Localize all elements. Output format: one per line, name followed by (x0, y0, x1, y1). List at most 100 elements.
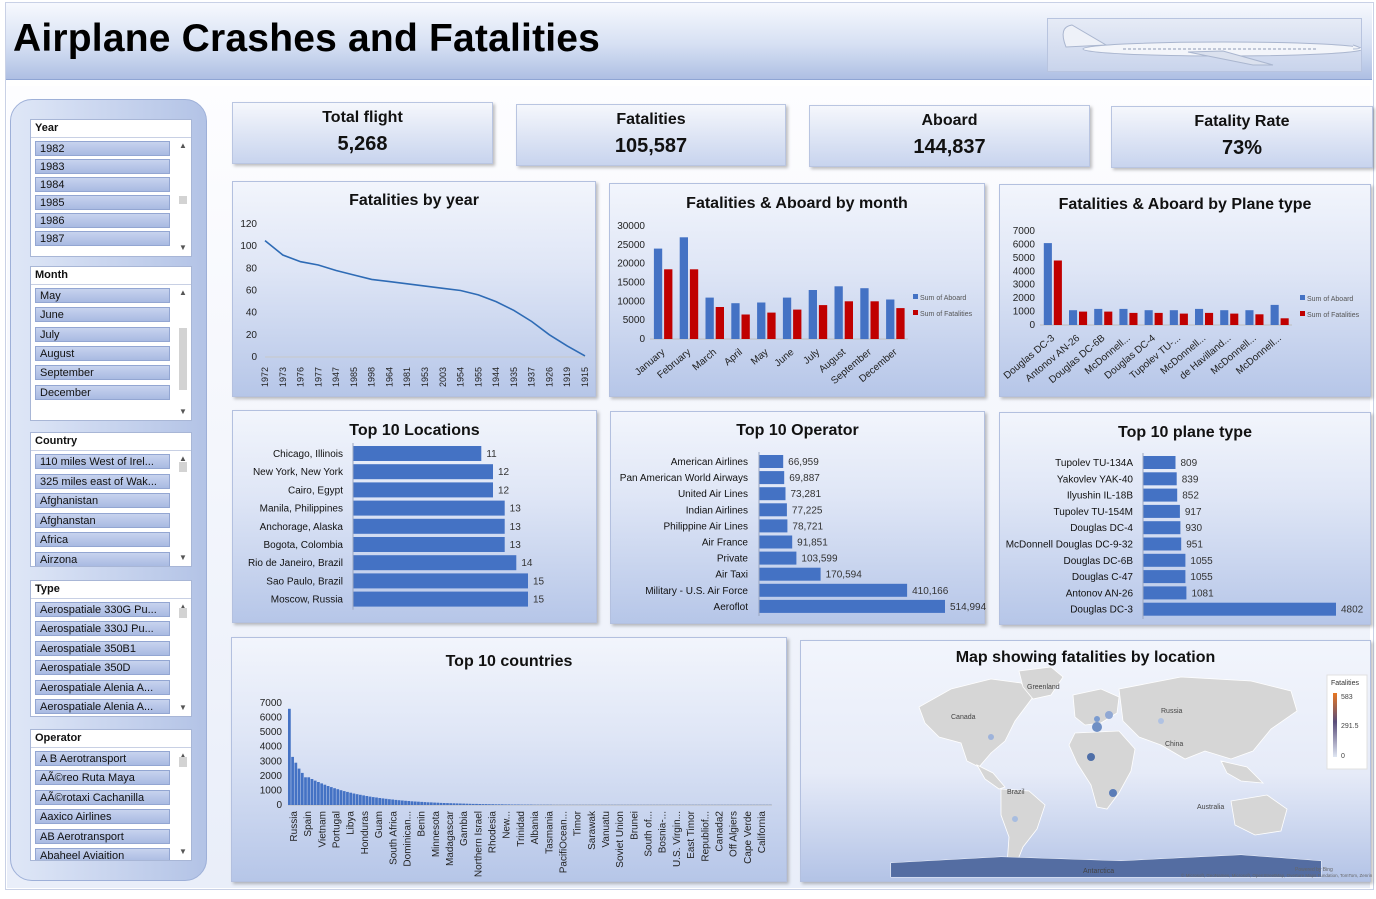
slicer-month[interactable]: Month May June July August September December ▲… (30, 266, 192, 421)
scroll-down-icon[interactable]: ▼ (179, 407, 187, 416)
data-label: 14 (521, 558, 533, 569)
scroll-down-icon[interactable]: ▼ (179, 847, 187, 856)
bar (455, 803, 459, 805)
slicer-operator[interactable]: Operator A B Aerotransport AÃ©reo Ruta May… (30, 729, 192, 861)
slicer-item[interactable]: August (35, 345, 170, 361)
slicer-scrollbar[interactable]: ▲ ▼ (177, 141, 189, 253)
legend-color-bar (1333, 693, 1337, 757)
x-tick-label: East Timor (686, 810, 697, 858)
x-tick-label: South Africa (388, 811, 399, 865)
y-tick-label: 60 (246, 286, 258, 297)
scroll-thumb[interactable] (179, 757, 187, 767)
data-label: 839 (1182, 474, 1199, 485)
x-tick-label: South of... (644, 811, 655, 857)
x-tick-label: March (691, 347, 719, 373)
slicer-item[interactable]: Aerospatiale 330G Pu... (35, 602, 170, 617)
x-tick-label: Cape Verde (743, 811, 754, 864)
scroll-down-icon[interactable]: ▼ (179, 703, 187, 712)
bar (1230, 313, 1239, 325)
bar (484, 804, 488, 805)
slicer-item[interactable]: Afghanstan (35, 512, 170, 528)
map-place-label: Antarctica (1083, 868, 1114, 875)
scroll-up-icon[interactable]: ▲ (179, 751, 187, 760)
bar (352, 793, 356, 805)
slicer-item[interactable]: Aerospatiale Alenia A... (35, 679, 170, 695)
bar (1143, 553, 1186, 567)
slicer-item[interactable]: 1982 (35, 141, 170, 156)
slicer-scrollbar[interactable]: ▲ ▼ (177, 454, 189, 563)
bar (759, 487, 786, 501)
bar (326, 786, 330, 805)
scroll-thumb[interactable] (179, 328, 187, 390)
slicer-item[interactable]: A B Aerotransport (35, 751, 170, 766)
bar (494, 804, 498, 805)
airplane-image (1047, 18, 1364, 72)
chart-fatalities-by-year: Fatalities by year 0 20 40 60 80 100 120 1972 19… (232, 181, 596, 397)
y-tick-label: 5000 (1013, 253, 1036, 264)
data-label: 78,721 (792, 521, 823, 532)
slicer-item[interactable]: June (35, 307, 170, 323)
bar (391, 799, 394, 805)
scroll-down-icon[interactable]: ▼ (179, 243, 187, 252)
scroll-thumb[interactable] (179, 196, 187, 204)
bar (446, 803, 449, 805)
slicer-item[interactable]: September (35, 365, 170, 381)
scroll-down-icon[interactable]: ▼ (179, 553, 187, 562)
slicer-item[interactable]: 1983 (35, 159, 170, 174)
slicer-item[interactable]: Airzona (35, 552, 170, 566)
slicer-item[interactable]: AB Aerotransport (35, 828, 170, 844)
slicer-item[interactable]: 110 miles West of Irel... (35, 454, 170, 469)
slicer-item[interactable]: 1984 (35, 177, 170, 192)
x-tick-label: Northern Israel (473, 811, 484, 877)
slicer-scrollbar[interactable]: ▲ ▼ (177, 288, 189, 417)
slicer-country[interactable]: Country 110 miles West of Irel... 325 mile… (30, 432, 192, 567)
bar (313, 780, 317, 805)
slicer-type[interactable]: Type Aerospatiale 330G Pu... Aerospatiale … (30, 580, 192, 717)
kpi-value: 73% (1221, 137, 1263, 159)
slicer-item[interactable]: Aerospatiale Alenia A... (35, 699, 170, 714)
bar (436, 802, 440, 805)
slicer-scrollbar[interactable]: ▲ ▼ (177, 602, 189, 713)
south-america-shape (1000, 788, 1046, 868)
slicer-item[interactable]: Aerospatiale 330J Pu... (35, 621, 170, 637)
data-label: 917 (1185, 507, 1202, 518)
scroll-up-icon[interactable]: ▲ (179, 288, 187, 297)
slicer-item[interactable]: 1986 (35, 213, 170, 228)
slicer-item[interactable]: Aerospatiale 350B1 (35, 640, 170, 656)
bar (793, 309, 802, 339)
slicer-item[interactable]: May (35, 288, 170, 303)
slicer-item[interactable]: AÃ©rotaxi Cachanilla (35, 789, 170, 805)
x-tick-label: Off Algiers (729, 811, 740, 857)
bar (375, 797, 378, 805)
slicer-item[interactable]: December (35, 384, 170, 400)
scroll-thumb[interactable] (179, 462, 187, 472)
slicer-item[interactable]: July (35, 326, 170, 342)
bar (465, 803, 469, 805)
chart-title: Fatalities by year (349, 192, 479, 209)
slicer-item[interactable]: Afghanistan (35, 493, 170, 509)
slicer-scrollbar[interactable]: ▲ ▼ (177, 751, 189, 857)
slicer-item[interactable]: Aerospatiale 350D (35, 660, 170, 676)
bar (507, 804, 511, 805)
y-tick-label: 0 (1029, 320, 1035, 331)
scroll-up-icon[interactable]: ▲ (179, 454, 187, 463)
slicer-item[interactable]: 325 miles east of Wak... (35, 473, 170, 489)
bar (297, 768, 301, 805)
slicer-item[interactable]: Africa (35, 532, 170, 548)
bar (653, 248, 663, 339)
scroll-up-icon[interactable]: ▲ (179, 602, 187, 611)
x-tick-label: New... (502, 811, 513, 839)
data-label: 69,887 (789, 473, 820, 484)
y-tick-label: 6000 (1013, 239, 1036, 250)
slicer-item[interactable]: AÃ©reo Ruta Maya (35, 770, 170, 786)
y-tick-label: 0 (276, 800, 282, 811)
slicer-item[interactable]: Aaxico Airlines (35, 809, 170, 825)
slicer-item[interactable]: Abaheel Aviaition (35, 848, 170, 860)
slicer-item[interactable]: 1985 (35, 195, 170, 210)
scroll-up-icon[interactable]: ▲ (179, 141, 187, 150)
x-tick-label: 1977 (313, 367, 323, 387)
slicer-year[interactable]: Year 1982 1983 1984 1985 1986 1987 ▲ ▼ (30, 119, 192, 257)
bar (362, 795, 365, 805)
slicer-item[interactable]: 1987 (35, 231, 170, 246)
scroll-thumb[interactable] (179, 608, 187, 618)
